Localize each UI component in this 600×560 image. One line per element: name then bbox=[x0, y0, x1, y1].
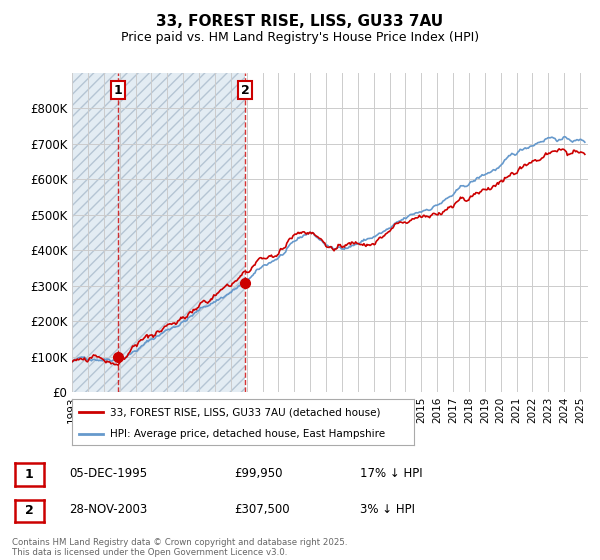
Text: 1: 1 bbox=[25, 468, 34, 481]
Text: 17% ↓ HPI: 17% ↓ HPI bbox=[360, 466, 422, 480]
Text: £99,950: £99,950 bbox=[234, 466, 283, 480]
Text: HPI: Average price, detached house, East Hampshire: HPI: Average price, detached house, East… bbox=[110, 429, 385, 438]
Text: 28-NOV-2003: 28-NOV-2003 bbox=[69, 503, 147, 516]
Text: 33, FOREST RISE, LISS, GU33 7AU: 33, FOREST RISE, LISS, GU33 7AU bbox=[157, 14, 443, 29]
Text: 05-DEC-1995: 05-DEC-1995 bbox=[69, 466, 147, 480]
Text: 33, FOREST RISE, LISS, GU33 7AU (detached house): 33, FOREST RISE, LISS, GU33 7AU (detache… bbox=[110, 407, 380, 417]
Text: 2: 2 bbox=[25, 504, 34, 517]
Text: Price paid vs. HM Land Registry's House Price Index (HPI): Price paid vs. HM Land Registry's House … bbox=[121, 31, 479, 44]
Text: 2: 2 bbox=[241, 84, 250, 97]
Text: 3% ↓ HPI: 3% ↓ HPI bbox=[360, 503, 415, 516]
Text: Contains HM Land Registry data © Crown copyright and database right 2025.
This d: Contains HM Land Registry data © Crown c… bbox=[12, 538, 347, 557]
Text: £307,500: £307,500 bbox=[234, 503, 290, 516]
Text: 1: 1 bbox=[114, 84, 123, 97]
